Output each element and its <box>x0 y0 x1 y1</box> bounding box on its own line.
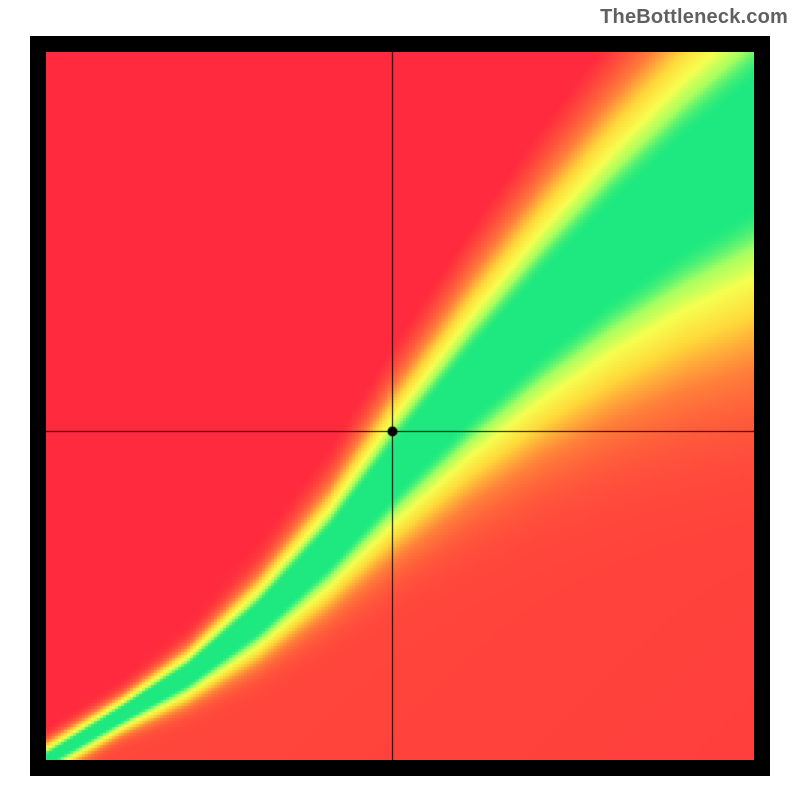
watermark-text: TheBottleneck.com <box>600 6 788 29</box>
crosshair-overlay <box>46 52 754 760</box>
chart-container: TheBottleneck.com <box>0 0 800 800</box>
